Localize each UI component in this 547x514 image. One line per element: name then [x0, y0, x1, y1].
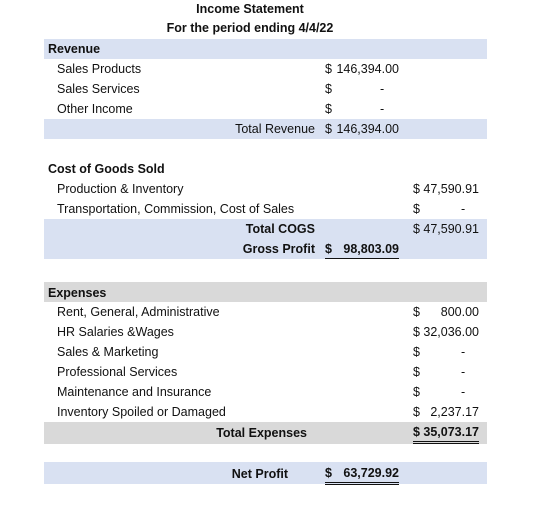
gross-profit-label: Gross Profit — [242, 242, 315, 256]
expense-item-label: HR Salaries &Wages — [57, 325, 174, 339]
amount: - — [461, 365, 466, 379]
revenue-item-label: Sales Services — [57, 82, 140, 96]
gross-profit-value: $ 98,803.09 — [325, 242, 399, 259]
expense-item-value: $ 32,036.00 — [413, 325, 479, 341]
total-revenue-value: $ 146,394.00 — [325, 122, 399, 138]
amount: - — [461, 202, 466, 216]
amount: 47,590.91 — [423, 222, 479, 236]
currency-symbol: $ — [325, 62, 332, 76]
amount: - — [380, 82, 385, 96]
expenses-header: Expenses — [48, 286, 107, 300]
expenses-total-band — [44, 422, 487, 444]
cogs-total-band — [44, 219, 487, 259]
amount: 2,237.17 — [430, 405, 479, 419]
amount: 98,803.09 — [343, 242, 399, 256]
cogs-item-label: Transportation, Commission, Cost of Sale… — [57, 202, 295, 216]
revenue-item-value: $ - — [325, 102, 399, 118]
expenses-header-band — [44, 282, 487, 302]
expense-item-label: Rent, General, Administrative — [57, 305, 220, 319]
total-cogs-value: $ 47,590.91 — [413, 222, 479, 238]
net-profit-value: $ 63,729.92 — [325, 466, 399, 485]
net-profit-label: Net Profit — [231, 467, 288, 481]
total-revenue-label: Total Revenue — [235, 122, 315, 136]
cogs-item-label: Production & Inventory — [57, 182, 184, 196]
amount: 32,036.00 — [423, 325, 479, 339]
currency-symbol: $ — [413, 365, 420, 379]
cogs-item-value: $ 47,590.91 — [413, 182, 479, 198]
currency-symbol: $ — [413, 202, 420, 216]
revenue-item-value: $ - — [325, 82, 399, 98]
total-expenses-value: $ 35,073.17 — [413, 425, 479, 444]
expense-item-label: Maintenance and Insurance — [57, 385, 212, 399]
revenue-item-label: Sales Products — [57, 62, 142, 76]
amount: 47,590.91 — [423, 182, 479, 196]
total-expenses-label: Total Expenses — [216, 426, 307, 440]
currency-symbol: $ — [325, 466, 332, 480]
currency-symbol: $ — [325, 242, 332, 256]
revenue-total-band — [44, 119, 487, 139]
currency-symbol: $ — [325, 102, 332, 116]
currency-symbol: $ — [413, 305, 420, 319]
net-profit-band — [44, 462, 487, 484]
statement-title: Income Statement — [196, 2, 304, 16]
expense-item-label: Inventory Spoiled or Damaged — [57, 405, 226, 419]
expense-item-value: $ - — [413, 345, 479, 361]
amount: 800.00 — [440, 305, 479, 319]
amount: - — [461, 345, 466, 359]
currency-symbol: $ — [413, 385, 420, 399]
revenue-item-label: Other Income — [57, 102, 133, 116]
amount: 63,729.92 — [343, 466, 399, 480]
currency-symbol: $ — [413, 325, 420, 339]
currency-symbol: $ — [413, 425, 420, 439]
currency-symbol: $ — [413, 405, 420, 419]
currency-symbol: $ — [413, 182, 420, 196]
revenue-header-band — [44, 39, 487, 59]
amount: - — [380, 102, 385, 116]
expense-item-value: $ - — [413, 365, 479, 381]
expense-item-value: $ 800.00 — [413, 305, 479, 321]
expense-item-label: Professional Services — [57, 365, 178, 379]
cogs-header: Cost of Goods Sold — [48, 162, 165, 176]
currency-symbol: $ — [325, 122, 332, 136]
revenue-header: Revenue — [48, 42, 101, 56]
amount: 146,394.00 — [336, 62, 399, 76]
currency-symbol: $ — [413, 222, 420, 236]
expense-item-label: Sales & Marketing — [57, 345, 159, 359]
statement-period: For the period ending 4/4/22 — [166, 21, 334, 35]
amount: 35,073.17 — [423, 425, 479, 439]
revenue-item-value: $ 146,394.00 — [325, 62, 399, 78]
currency-symbol: $ — [413, 345, 420, 359]
expense-item-value: $ - — [413, 385, 479, 401]
cogs-item-value: $ - — [413, 202, 479, 218]
amount: - — [461, 385, 466, 399]
expense-item-value: $ 2,237.17 — [413, 405, 479, 421]
amount: 146,394.00 — [336, 122, 399, 136]
total-cogs-label: Total COGS — [245, 222, 315, 236]
currency-symbol: $ — [325, 82, 332, 96]
